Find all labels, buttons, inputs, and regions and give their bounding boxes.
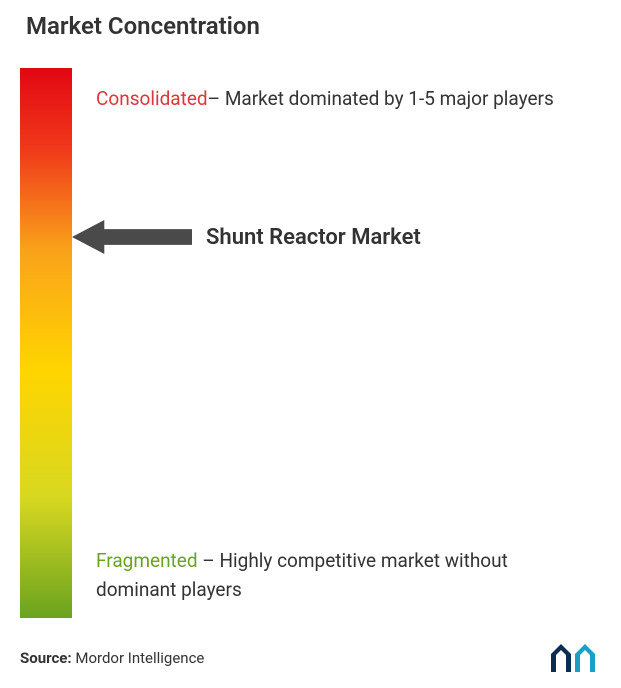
fragmented-key: Fragmented (96, 549, 198, 572)
chart-area: Consolidated– Market dominated by 1-5 ma… (20, 68, 601, 628)
page-title: Market Concentration (20, 12, 601, 40)
brand-logo-icon (549, 642, 601, 674)
consolidated-desc: – Market dominated by 1-5 major players (208, 87, 554, 110)
market-name: Shunt Reactor Market (206, 225, 421, 250)
labels-column: Consolidated– Market dominated by 1-5 ma… (72, 68, 601, 628)
fragmented-label: Fragmented – Highly competitive market w… (96, 546, 591, 605)
consolidated-key: Consolidated (96, 87, 208, 110)
source-value: Mordor Intelligence (75, 649, 204, 667)
source-text: Source: Mordor Intelligence (20, 649, 204, 667)
market-marker: Shunt Reactor Market (72, 220, 421, 254)
concentration-gradient-bar (20, 68, 72, 618)
consolidated-label: Consolidated– Market dominated by 1-5 ma… (96, 84, 591, 113)
footer: Source: Mordor Intelligence (20, 642, 601, 674)
infographic-container: Market Concentration Consolidated– Marke… (0, 0, 621, 688)
arrow-left-icon (72, 220, 192, 254)
source-label: Source: (20, 649, 72, 667)
